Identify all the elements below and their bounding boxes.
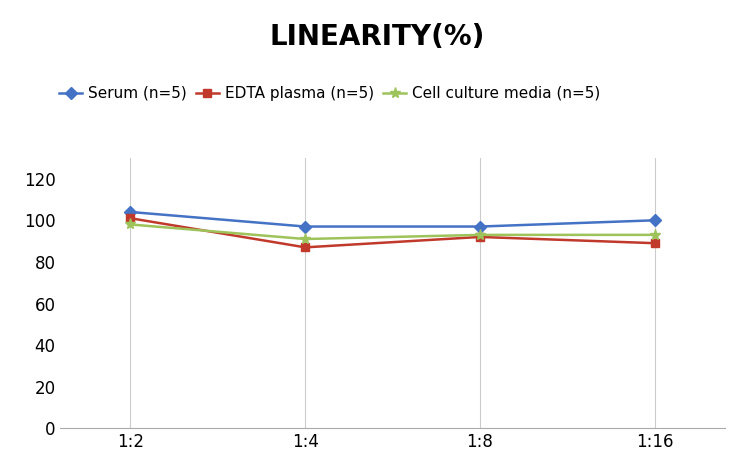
- EDTA plasma (n=5): [126, 216, 135, 221]
- Line: Cell culture media (n=5): Cell culture media (n=5): [125, 219, 661, 244]
- EDTA plasma (n=5): [300, 244, 310, 250]
- Line: Serum (n=5): Serum (n=5): [126, 208, 659, 231]
- Serum (n=5): [650, 217, 659, 223]
- Legend: Serum (n=5), EDTA plasma (n=5), Cell culture media (n=5): Serum (n=5), EDTA plasma (n=5), Cell cul…: [53, 80, 607, 107]
- Serum (n=5): [300, 224, 310, 229]
- Cell culture media (n=5): [126, 222, 135, 227]
- Line: EDTA plasma (n=5): EDTA plasma (n=5): [126, 214, 659, 252]
- Cell culture media (n=5): [300, 236, 310, 242]
- Cell culture media (n=5): [650, 232, 659, 238]
- EDTA plasma (n=5): [476, 234, 485, 239]
- Text: LINEARITY(%): LINEARITY(%): [270, 23, 485, 51]
- Cell culture media (n=5): [476, 232, 485, 238]
- Serum (n=5): [126, 209, 135, 215]
- Serum (n=5): [476, 224, 485, 229]
- EDTA plasma (n=5): [650, 240, 659, 246]
